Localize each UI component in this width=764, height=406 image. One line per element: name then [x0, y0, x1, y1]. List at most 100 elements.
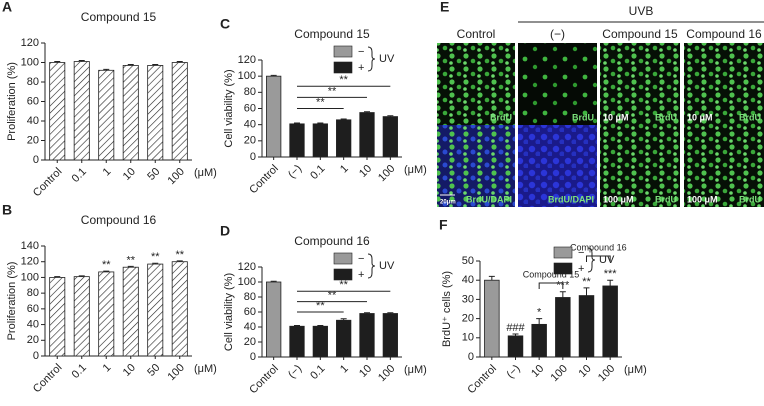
x-tick-label: Control	[31, 166, 65, 200]
significance: **	[582, 276, 591, 288]
bar	[98, 69, 115, 161]
y-tick-label: 0	[250, 351, 256, 363]
error-bar	[387, 115, 394, 117]
x-unit: (μM)	[194, 167, 217, 179]
bar	[49, 277, 66, 357]
y-tick-label: 80	[27, 287, 39, 299]
y-tick-label: 10	[462, 332, 474, 344]
y-tick-label: 40	[27, 318, 39, 330]
bar	[312, 123, 328, 158]
y-tick-label: 100	[21, 271, 39, 283]
y-tick-label: 100	[238, 70, 256, 82]
y-tick-label: 80	[27, 76, 39, 88]
y-tick-label: 80	[244, 86, 256, 98]
image-marker: BrdU	[739, 194, 761, 204]
y-tick-label: 20	[462, 313, 474, 325]
error-bar	[78, 60, 85, 62]
x-unit: (μM)	[194, 363, 217, 375]
bar	[98, 271, 115, 357]
bar	[382, 116, 398, 158]
axis	[44, 246, 192, 357]
column-label: (−)	[550, 27, 565, 41]
micrograph	[437, 125, 515, 207]
bar	[49, 62, 66, 161]
panel-letter: A	[2, 0, 12, 15]
x-tick-label: Control	[247, 363, 281, 397]
y-tick-label: 120	[21, 256, 39, 268]
legend-title: UV	[379, 53, 395, 65]
error-bar	[364, 312, 370, 314]
x-tick-label: 10	[121, 166, 138, 183]
x-tick-label: 50	[145, 166, 162, 183]
bar	[312, 325, 328, 358]
y-tick-label: 60	[244, 102, 256, 114]
image-marker: BrdU	[655, 112, 677, 122]
column-label: Compound 16	[686, 27, 762, 41]
bar	[73, 276, 90, 357]
legend-swatch	[333, 61, 353, 74]
error-bar	[103, 270, 110, 272]
bar	[336, 319, 352, 358]
legend-label: +	[358, 269, 364, 281]
error-bar	[270, 74, 277, 77]
error-bar	[152, 262, 159, 265]
x-tick-label: 100	[165, 362, 186, 383]
bracket-label: **	[328, 85, 337, 97]
x-unit: (μM)	[624, 364, 647, 376]
chart-title: Compound 16	[294, 234, 370, 248]
image-dose: 10 μM	[603, 112, 629, 122]
axis	[44, 43, 192, 161]
bar	[484, 279, 500, 358]
error-bar	[512, 333, 519, 336]
error-bar	[559, 291, 566, 298]
error-bar	[127, 63, 134, 66]
y-tick-label: 60	[27, 95, 39, 107]
y-tick-label: 120	[21, 37, 39, 49]
significance: **	[126, 254, 135, 266]
y-tick-label: 120	[238, 261, 256, 273]
legend-brace	[587, 247, 596, 273]
group-bracket-label: Compound 15	[523, 269, 580, 279]
y-tick-label: 0	[33, 154, 39, 166]
error-bar	[317, 122, 324, 124]
y-tick-label: 40	[244, 321, 256, 333]
group-bracket	[586, 255, 611, 262]
error-bar	[294, 325, 300, 327]
micrograph	[684, 43, 764, 125]
chart: B Compound 16 Proliferation (%) 0 20 40 60 80 10…	[2, 202, 217, 396]
image-marker: BrdU/DAPI	[466, 194, 512, 204]
legend-swatch	[553, 262, 573, 275]
bar	[289, 325, 305, 358]
legend-label: +	[358, 62, 364, 74]
bar	[147, 263, 164, 357]
y-tick-label: 20	[27, 134, 39, 146]
group-bracket-label: Compound 16	[570, 242, 627, 252]
error-bar	[607, 279, 614, 286]
bracket-label: **	[316, 96, 325, 108]
x-tick-label: (−)	[504, 363, 522, 381]
legend-brace	[367, 46, 376, 72]
y-tick-label: 20	[244, 336, 256, 348]
bar	[359, 313, 375, 358]
significance: ###	[506, 322, 525, 334]
panel-letter: D	[220, 223, 230, 239]
bar	[507, 335, 524, 358]
error-bar	[103, 68, 110, 71]
legend-swatch	[333, 252, 353, 265]
significance: **	[151, 251, 160, 263]
y-axis-label: Cell viability (%)	[223, 273, 235, 351]
bar	[602, 285, 618, 358]
chart: F BrdU⁺ cells (%) 0 10 20 30 40 50 Control (−) ###…	[439, 217, 647, 397]
x-tick-label: 100	[376, 363, 397, 384]
bar	[171, 62, 188, 161]
bar	[555, 297, 571, 358]
error-bar	[176, 260, 183, 262]
bar	[578, 295, 595, 358]
y-tick-label: 100	[238, 276, 256, 288]
significance: *	[537, 307, 542, 319]
y-axis-label: Cell viability (%)	[223, 69, 235, 147]
image-marker: BrdU	[655, 194, 677, 204]
y-axis-label: Proliferation (%)	[6, 62, 18, 141]
image-marker: BrdU	[490, 112, 512, 122]
